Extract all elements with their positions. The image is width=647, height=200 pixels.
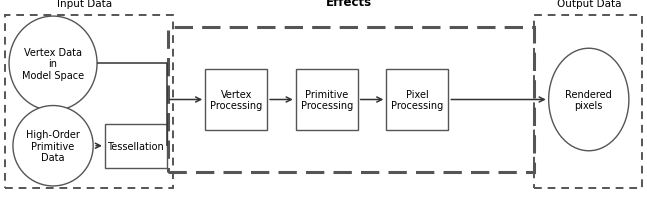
Bar: [386, 70, 448, 130]
Text: Vertex Data
in
Model Space: Vertex Data in Model Space: [22, 47, 84, 81]
Text: Primitive
Processing: Primitive Processing: [301, 89, 353, 111]
Text: Input Data: Input Data: [56, 0, 112, 9]
Bar: [296, 70, 358, 130]
Text: High-Order
Primitive
Data: High-Order Primitive Data: [26, 129, 80, 163]
Text: Pixel
Processing: Pixel Processing: [391, 89, 443, 111]
Bar: [105, 124, 167, 168]
Text: Vertex
Processing: Vertex Processing: [210, 89, 262, 111]
Text: Output Data: Output Data: [556, 0, 621, 9]
Ellipse shape: [549, 49, 629, 151]
Text: Tessellation: Tessellation: [107, 141, 164, 151]
Text: Effects: Effects: [326, 0, 373, 9]
Bar: [205, 70, 267, 130]
Ellipse shape: [9, 17, 97, 111]
Ellipse shape: [13, 106, 93, 186]
Text: Rendered
pixels: Rendered pixels: [565, 89, 612, 111]
